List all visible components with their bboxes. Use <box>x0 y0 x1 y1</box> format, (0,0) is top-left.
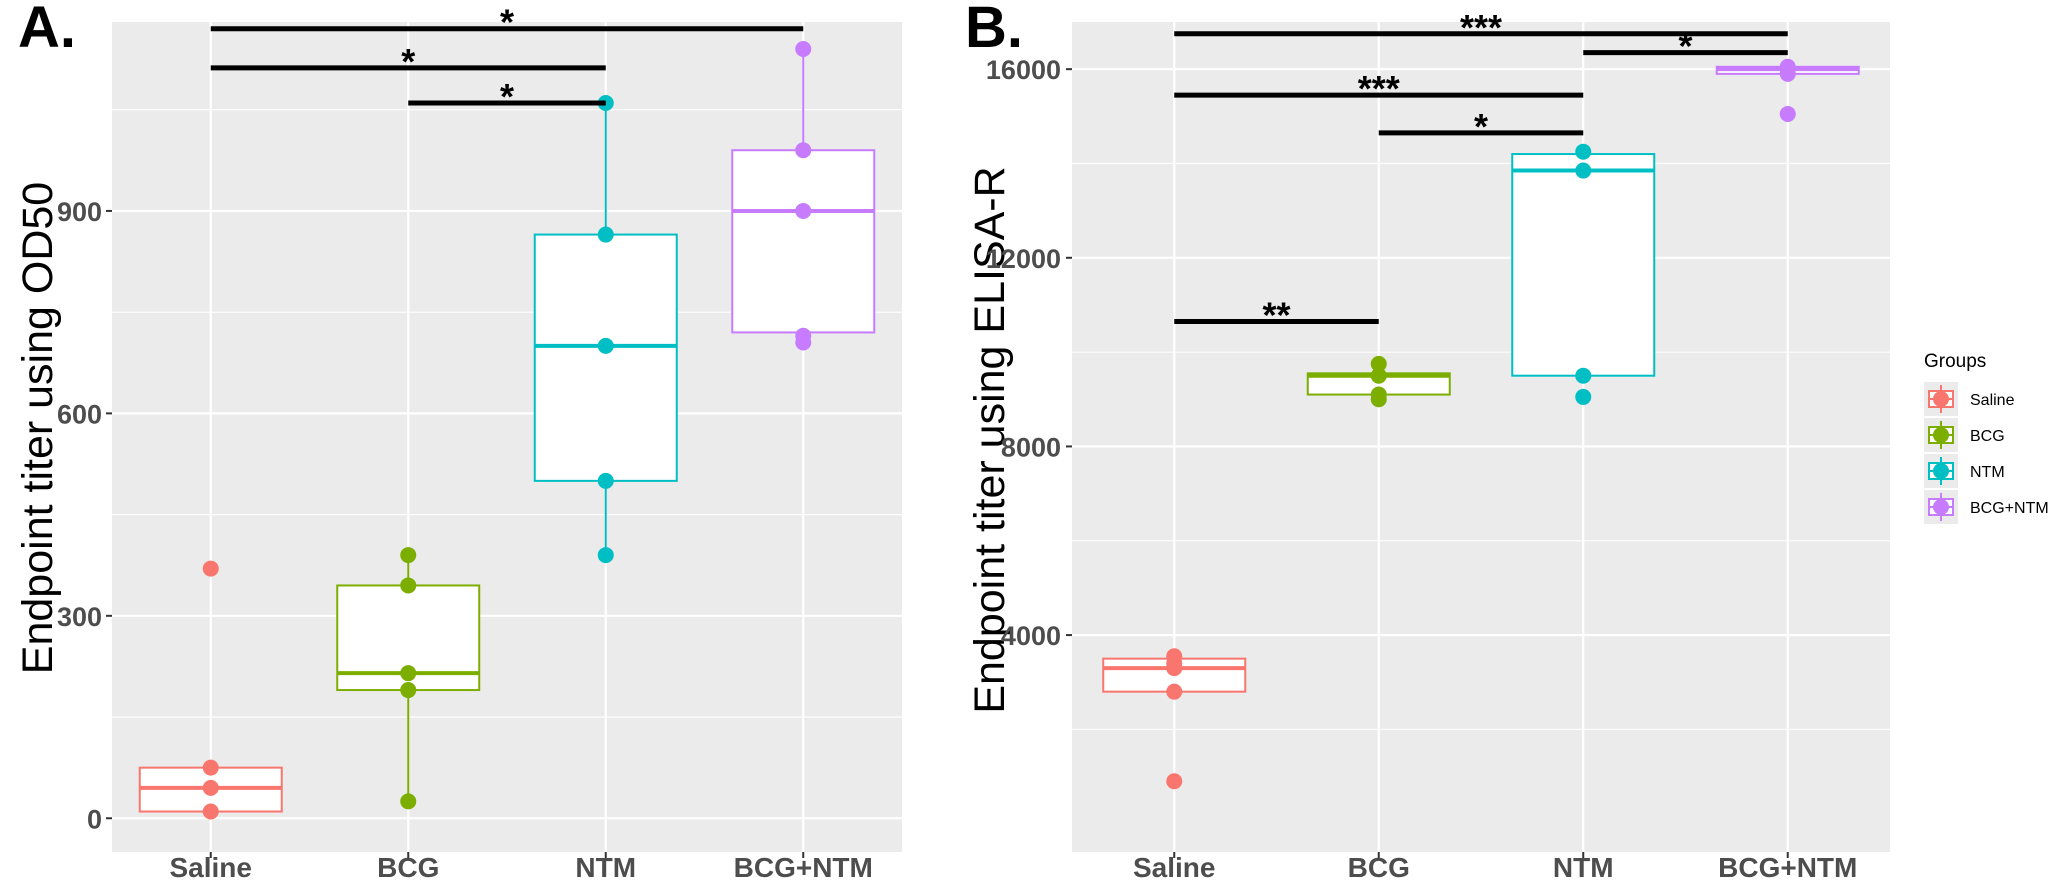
panel-b-significance-label: * <box>1678 26 1692 67</box>
panel-a-point-bcg <box>400 577 417 594</box>
panel-a-point-saline <box>202 803 219 820</box>
panel-a-box-rect-ntm <box>533 233 678 482</box>
panel-b-box-rect-ntm <box>1511 153 1656 377</box>
panel-b-point-bcg <box>1370 355 1387 372</box>
panel-b-point-ntm <box>1575 143 1592 160</box>
panel-a-point-bcg-ntm <box>795 327 812 344</box>
panel-b-y-tick-label: 4000 <box>1001 621 1061 651</box>
panel-b-x-tick-label-bcg-ntm: BCG+NTM <box>1718 852 1857 883</box>
panel-a-point-bcg <box>400 793 417 810</box>
panel-b-label: B. <box>965 0 1023 60</box>
legend-item-bcg-ntm: BCG+NTM <box>1924 490 2049 524</box>
panel-b-point-saline <box>1166 683 1183 700</box>
panel-a-point-ntm <box>597 337 614 354</box>
panel-b-point-ntm <box>1575 367 1592 384</box>
panel-b-point-ntm <box>1575 162 1592 179</box>
panel-a-point-saline <box>202 779 219 796</box>
legend-item-bcg: BCG <box>1924 418 2005 452</box>
panel-a-point-bcg-ntm <box>795 142 812 159</box>
panel-b-x-tick-label-bcg: BCG <box>1348 852 1410 883</box>
panel-a-y-tick-label: 600 <box>57 399 102 429</box>
panel-a-y-tick-label: 300 <box>57 602 102 632</box>
legend-key-point <box>1933 391 1949 407</box>
legend-label-saline: Saline <box>1970 392 2015 409</box>
panel-a-point-bcg-ntm <box>795 40 812 57</box>
panel-b-y-tick-label: 12000 <box>986 244 1061 274</box>
panel-a-x-tick-label-bcg: BCG <box>377 852 439 883</box>
panel-a-significance-label: * <box>500 76 514 117</box>
legend-item-ntm: NTM <box>1924 454 2005 488</box>
panel-a-significance-label: * <box>401 41 415 82</box>
panel-b-point-ntm <box>1575 388 1592 405</box>
panel-a-point-bcg <box>400 547 417 564</box>
panel-b-panel-background <box>1072 22 1890 852</box>
legend-item-saline: Saline <box>1924 382 2015 416</box>
panel-a-x-tick-label-saline: Saline <box>170 852 252 883</box>
panel-b-point-bcg <box>1370 386 1387 403</box>
legend-key-point <box>1933 427 1949 443</box>
panel-a-box-rect-bcg-ntm <box>731 149 876 334</box>
legend-title: Groups <box>1924 351 1986 372</box>
panel-a-point-ntm <box>597 472 614 489</box>
panel-a-x-tick-label-bcg-ntm: BCG+NTM <box>734 852 873 883</box>
panel-b-box-ntm <box>1511 153 1656 377</box>
panel-a-y-axis-title: Endpoint titer using OD50 <box>14 182 62 674</box>
panel-a-point-bcg <box>400 665 417 682</box>
legend-keys: Saline BCG NTM BCG+NTM <box>1924 382 2049 524</box>
panel-b-point-bcg-ntm <box>1779 58 1796 75</box>
panel-a-label: A. <box>18 0 76 60</box>
legend-label-bcg: BCG <box>1970 428 2005 445</box>
panel-a: A. Endpoint titer using OD50 0 300 600 900 S… <box>14 0 902 883</box>
legend-label-ntm: NTM <box>1970 464 2005 481</box>
panel-b-significance-label: *** <box>1358 68 1400 109</box>
panel-a-point-bcg <box>400 682 417 699</box>
panel-b-significance-label: * <box>1474 106 1488 147</box>
panel-a-point-ntm <box>597 226 614 243</box>
panel-b: B. Endpoint titer using ELISA-R 4000 8000… <box>965 0 1890 883</box>
panel-a-point-saline <box>202 759 219 776</box>
panel-b-point-bcg <box>1370 367 1387 384</box>
panel-a-panel-background <box>112 22 902 852</box>
panel-b-significance-label: *** <box>1460 7 1502 48</box>
panel-a-point-saline <box>202 560 219 577</box>
panel-b-y-axis-title: Endpoint titer using ELISA-R <box>966 166 1014 713</box>
panel-a-y-tick-label: 900 <box>57 197 102 227</box>
legend: Groups Saline BCG NTM BCG+NTM <box>1924 351 2049 524</box>
panel-a-x-tick-label-ntm: NTM <box>575 852 636 883</box>
legend-label-bcg-ntm: BCG+NTM <box>1970 500 2049 517</box>
panel-a-significance-label: * <box>500 2 514 43</box>
panel-b-y-tick-label: 8000 <box>1001 432 1061 462</box>
panel-b-y-tick-label: 16000 <box>986 55 1061 85</box>
panel-b-significance-label: ** <box>1262 294 1290 335</box>
legend-key-point <box>1933 499 1949 515</box>
panel-a-y-tick-label: 0 <box>87 804 102 834</box>
panel-b-x-tick-label-saline: Saline <box>1133 852 1215 883</box>
panel-b-point-bcg-ntm <box>1779 105 1796 122</box>
panel-b-x-tick-label-ntm: NTM <box>1553 852 1614 883</box>
panel-b-point-saline <box>1166 648 1183 665</box>
legend-key-point <box>1933 463 1949 479</box>
panel-a-point-bcg-ntm <box>795 202 812 219</box>
panel-a-plot-area: 0 300 600 900 Saline BCG NTM BCG+NTM * * * <box>57 2 902 883</box>
panel-b-point-saline <box>1166 773 1183 790</box>
panel-a-point-ntm <box>597 547 614 564</box>
